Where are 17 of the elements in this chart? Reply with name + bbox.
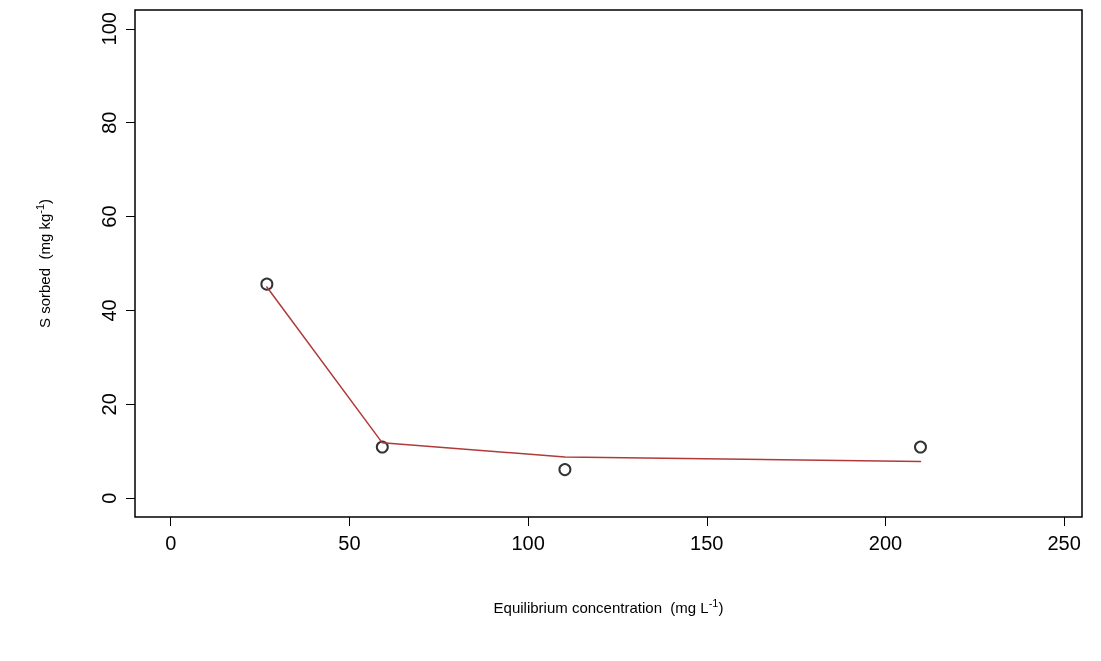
- x-tick-label: 100: [511, 532, 545, 554]
- x-tick-label: 250: [1047, 532, 1081, 554]
- x-tick-label: 0: [165, 532, 177, 554]
- x-tick-label: 150: [690, 532, 724, 554]
- y-tick-label: 0: [98, 492, 120, 504]
- y-tick-label: 80: [98, 111, 120, 134]
- point: [558, 463, 572, 477]
- y-axis-title: S sorbed (mg kg-1): [33, 199, 53, 328]
- x-tick-label: 50: [338, 532, 361, 554]
- x-tick-label: 200: [868, 532, 903, 554]
- point: [375, 440, 389, 454]
- y-tick-label: 20: [98, 393, 120, 416]
- y-tick-label: 60: [98, 205, 120, 228]
- y-tick-label: 100: [98, 12, 120, 46]
- y-tick-label: 40: [98, 299, 120, 322]
- point: [913, 440, 927, 454]
- point: [260, 277, 274, 291]
